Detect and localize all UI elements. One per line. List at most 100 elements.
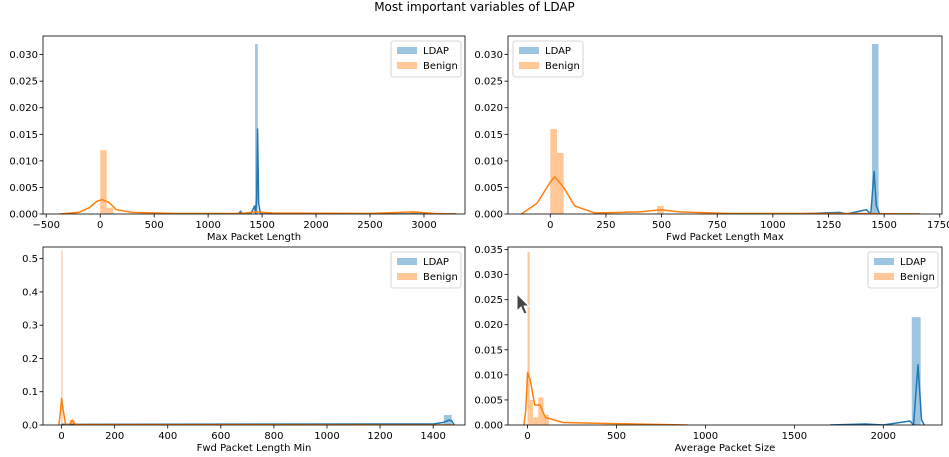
kde-line-benign	[59, 198, 457, 214]
x-tick-label: 1400	[420, 431, 445, 442]
legend: LDAP Benign	[390, 40, 462, 78]
x-tick-label: −500	[33, 220, 60, 231]
y-tick-label: 0.0	[22, 421, 38, 432]
kde-line-ldap	[829, 364, 925, 425]
y-tick-label: 0.2	[22, 354, 38, 365]
legend-swatch-ldap	[519, 47, 539, 54]
axes-frame	[507, 246, 943, 426]
legend-swatch-benign	[519, 62, 539, 69]
plot-area	[59, 43, 457, 214]
x-tick-label: 0	[524, 431, 530, 442]
x-tick-label: 0	[547, 220, 553, 231]
y-tick-label: 0.010	[474, 370, 503, 381]
legend-swatch-ldap	[874, 258, 894, 265]
legend-label-benign: Benign	[423, 272, 458, 283]
x-tick-label: 500	[652, 220, 671, 231]
kde-line-benign	[520, 176, 920, 214]
axes-frame	[42, 35, 466, 215]
bar-benign-0	[61, 250, 63, 425]
x-tick-label: 400	[158, 431, 177, 442]
x-tick-label: 2500	[357, 220, 382, 231]
x-tick-label: 3000	[411, 220, 436, 231]
y-tick-label: 0.020	[474, 320, 503, 331]
bar-ldap-0	[911, 317, 921, 425]
x-tick-label: 250	[596, 220, 615, 231]
y-tick-label: 0.030	[474, 50, 503, 61]
x-tick-label: 600	[211, 431, 230, 442]
y-tick-label: 0.020	[9, 103, 38, 114]
legend: LDAP Benign	[390, 251, 462, 289]
bar-benign-4	[543, 414, 549, 425]
y-tick-label: 0.1	[22, 387, 38, 398]
subplot-3: 0 200 400 600 800 1000 1200 1400 0.0 0.1 0.2 0.3 0.4…	[22, 246, 466, 454]
legend-swatch-ldap	[397, 47, 417, 54]
y-tick-label: 0.015	[474, 130, 503, 141]
legend-label-ldap: LDAP	[423, 46, 449, 57]
legend-swatch-benign	[874, 273, 894, 280]
y-tick-label: 0.000	[474, 210, 503, 221]
x-tick-label: 2000	[303, 220, 328, 231]
y-tick-label: 0.015	[474, 345, 503, 356]
y-tick-label: 0.5	[22, 254, 38, 265]
x-tick-label: 750	[708, 220, 727, 231]
plot-area	[520, 43, 920, 214]
x-axis-label: Max Packet Length	[207, 232, 301, 243]
figure-title: Most important variables of LDAP	[374, 0, 575, 14]
y-tick-label: 0.030	[474, 270, 503, 281]
bar-benign-2	[532, 417, 539, 425]
legend-label-ldap: LDAP	[545, 46, 571, 57]
bar-benign-0	[527, 252, 530, 425]
x-tick-label: 1250	[816, 220, 841, 231]
bar-benign-1	[106, 207, 114, 214]
subplot-1: −500 0 500 1000 1500 2000 2500 3000 0.000 0.005 0.…	[9, 35, 466, 243]
y-tick-label: 0.005	[9, 183, 38, 194]
x-tick-label: 500	[607, 431, 626, 442]
kde-line-benign	[523, 371, 688, 425]
x-tick-label: 500	[145, 220, 164, 231]
x-tick-label: 1000	[314, 431, 339, 442]
x-tick-label: 1200	[367, 431, 392, 442]
kde-line-benign	[58, 397, 455, 425]
x-axis-label: Fwd Packet Length Max	[666, 232, 784, 243]
y-tick-label: 0.025	[9, 77, 38, 88]
subplot-4: 0 500 1000 1500 2000 0.000 0.005 0.010 0.015 0.02…	[474, 245, 943, 454]
bar-benign-0	[550, 128, 557, 214]
legend: LDAP Benign	[512, 40, 584, 78]
y-tick-label: 0.010	[9, 156, 38, 167]
y-tick-label: 0.025	[474, 295, 503, 306]
y-tick-label: 0.035	[474, 245, 503, 256]
x-axis-label: Fwd Packet Length Min	[197, 443, 312, 454]
y-tick-label: 0.4	[22, 287, 38, 298]
x-tick-label: 0	[97, 220, 103, 231]
x-tick-label: 200	[105, 431, 124, 442]
y-tick-label: 0.3	[22, 321, 38, 332]
x-tick-label: 1500	[871, 220, 896, 231]
y-tick-label: 0.005	[474, 183, 503, 194]
x-tick-label: 1000	[195, 220, 220, 231]
y-tick-label: 0.000	[9, 210, 38, 221]
x-tick-label: 1000	[760, 220, 785, 231]
x-tick-label: 1000	[693, 431, 718, 442]
y-tick-label: 0.020	[474, 103, 503, 114]
axes-frame	[507, 35, 943, 215]
bar-ldap-0	[871, 43, 879, 214]
y-tick-label: 0.000	[474, 421, 503, 432]
bar-benign-3	[538, 397, 544, 425]
bar-benign-1	[529, 399, 533, 425]
plot-area	[523, 252, 925, 425]
legend-label-ldap: LDAP	[900, 257, 926, 268]
bar-benign-1	[69, 420, 75, 425]
x-tick-label: 1500	[249, 220, 274, 231]
x-tick-label: 1500	[782, 431, 807, 442]
legend-label-benign: Benign	[423, 61, 458, 72]
bar-ldap-0	[255, 43, 258, 214]
axes-frame	[42, 246, 466, 426]
kde-line-ldap	[795, 170, 920, 214]
legend-label-benign: Benign	[545, 61, 580, 72]
y-tick-label: 0.025	[474, 77, 503, 88]
bar-benign-0	[100, 150, 107, 214]
legend-label-ldap: LDAP	[423, 257, 449, 268]
